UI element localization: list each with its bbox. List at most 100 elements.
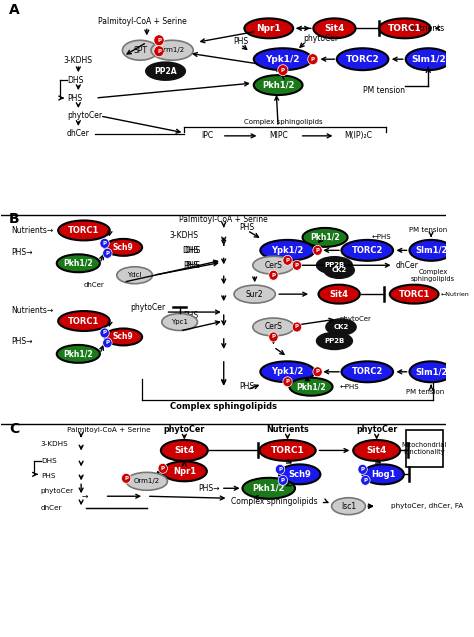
Text: P: P [102, 241, 107, 246]
Text: MIPC: MIPC [269, 131, 288, 140]
Text: dhCer: dhCer [395, 261, 418, 270]
Text: PHS: PHS [183, 311, 199, 320]
Ellipse shape [162, 461, 207, 482]
Text: Orm1/2: Orm1/2 [159, 47, 185, 54]
Text: PHS→: PHS→ [199, 483, 220, 493]
Ellipse shape [117, 267, 153, 283]
Text: Complex sphingolipids: Complex sphingolipids [170, 402, 277, 411]
Circle shape [313, 367, 322, 376]
Text: DHS: DHS [184, 246, 201, 255]
Ellipse shape [253, 256, 294, 275]
Text: Sit4: Sit4 [329, 290, 349, 299]
Text: dhCer: dhCer [41, 505, 63, 511]
Text: P: P [105, 340, 109, 345]
Text: P: P [364, 478, 367, 483]
Text: Complex sphingolipids: Complex sphingolipids [231, 497, 318, 506]
Ellipse shape [319, 285, 360, 304]
Text: A: A [9, 3, 19, 17]
Text: P: P [285, 379, 290, 384]
Ellipse shape [162, 313, 198, 331]
Text: PM tension: PM tension [409, 227, 447, 233]
Ellipse shape [317, 333, 352, 350]
Text: Isc1: Isc1 [341, 502, 356, 511]
Ellipse shape [254, 75, 302, 95]
Text: 3-KDHS: 3-KDHS [64, 55, 93, 65]
Ellipse shape [151, 40, 193, 60]
Ellipse shape [253, 318, 294, 336]
Ellipse shape [353, 440, 400, 461]
Text: PHS→: PHS→ [11, 338, 32, 347]
Text: P: P [285, 258, 290, 263]
FancyBboxPatch shape [406, 429, 443, 468]
Text: ←PHS: ←PHS [339, 383, 359, 390]
Text: phytoCer: phytoCer [164, 425, 205, 434]
Text: PHS: PHS [41, 473, 55, 479]
Text: Pkh1/2: Pkh1/2 [310, 233, 340, 242]
Ellipse shape [406, 48, 451, 70]
Text: P: P [281, 478, 285, 483]
Ellipse shape [313, 18, 356, 38]
Text: TORC1: TORC1 [388, 24, 422, 33]
Text: P: P [311, 57, 315, 62]
Ellipse shape [126, 473, 167, 490]
Text: Pkh1/2: Pkh1/2 [64, 259, 93, 268]
Text: P: P [105, 251, 109, 256]
Circle shape [100, 328, 109, 338]
Ellipse shape [161, 440, 208, 461]
Text: P: P [161, 466, 165, 471]
Ellipse shape [105, 239, 142, 256]
Text: 3-KDHS: 3-KDHS [41, 441, 69, 447]
Ellipse shape [122, 40, 158, 60]
Ellipse shape [254, 48, 312, 70]
Text: phytoCer: phytoCer [339, 316, 371, 322]
Text: TORC1: TORC1 [399, 290, 430, 299]
Text: Complex
sphingolipids: Complex sphingolipids [411, 269, 455, 282]
Circle shape [292, 322, 301, 332]
Text: P: P [316, 248, 319, 253]
Circle shape [275, 464, 285, 475]
Text: phytoCer: phytoCer [130, 303, 165, 311]
Ellipse shape [105, 329, 142, 345]
Text: →: → [81, 492, 88, 501]
Text: Ydcl: Ydcl [128, 272, 142, 278]
Circle shape [358, 464, 367, 475]
Text: Sch9: Sch9 [288, 470, 311, 479]
Ellipse shape [58, 220, 110, 240]
Text: CK2: CK2 [331, 268, 347, 273]
Text: TORC1: TORC1 [271, 446, 304, 455]
Text: Pkh1/2: Pkh1/2 [296, 382, 326, 391]
Text: P: P [278, 467, 282, 472]
Text: phytoCer: phytoCer [67, 111, 102, 120]
Text: Ypk1/2: Ypk1/2 [271, 368, 304, 376]
Ellipse shape [326, 319, 356, 335]
Ellipse shape [317, 257, 352, 274]
Circle shape [154, 46, 164, 57]
Text: TORC1: TORC1 [68, 317, 100, 326]
Ellipse shape [390, 285, 438, 304]
Text: PM tension: PM tension [406, 389, 445, 395]
Ellipse shape [302, 228, 347, 247]
Ellipse shape [410, 361, 453, 382]
Text: Sur2: Sur2 [246, 290, 264, 299]
Text: PHS: PHS [233, 37, 248, 46]
Text: DHS: DHS [67, 76, 83, 85]
Text: TORC1: TORC1 [68, 226, 100, 235]
Text: P: P [361, 467, 365, 472]
Text: PHS: PHS [240, 223, 255, 232]
Text: ←Nutrients: ←Nutrients [403, 24, 445, 33]
Text: CerS: CerS [264, 322, 283, 331]
Circle shape [283, 376, 292, 387]
Text: PHS: PHS [185, 261, 201, 270]
Text: Npr1: Npr1 [173, 467, 196, 476]
Circle shape [100, 238, 109, 248]
Text: Hog1: Hog1 [371, 470, 395, 479]
Text: phytoCer, dhCer, FA: phytoCer, dhCer, FA [391, 503, 463, 509]
Text: Mitochondrial
functionality: Mitochondrial functionality [402, 442, 447, 455]
Ellipse shape [341, 361, 393, 382]
Ellipse shape [410, 240, 453, 261]
Ellipse shape [341, 240, 393, 261]
Text: ←Nutrien: ←Nutrien [440, 292, 469, 297]
Text: Slm1/2: Slm1/2 [411, 55, 446, 64]
Text: Sch9: Sch9 [113, 333, 134, 341]
Ellipse shape [245, 18, 293, 38]
